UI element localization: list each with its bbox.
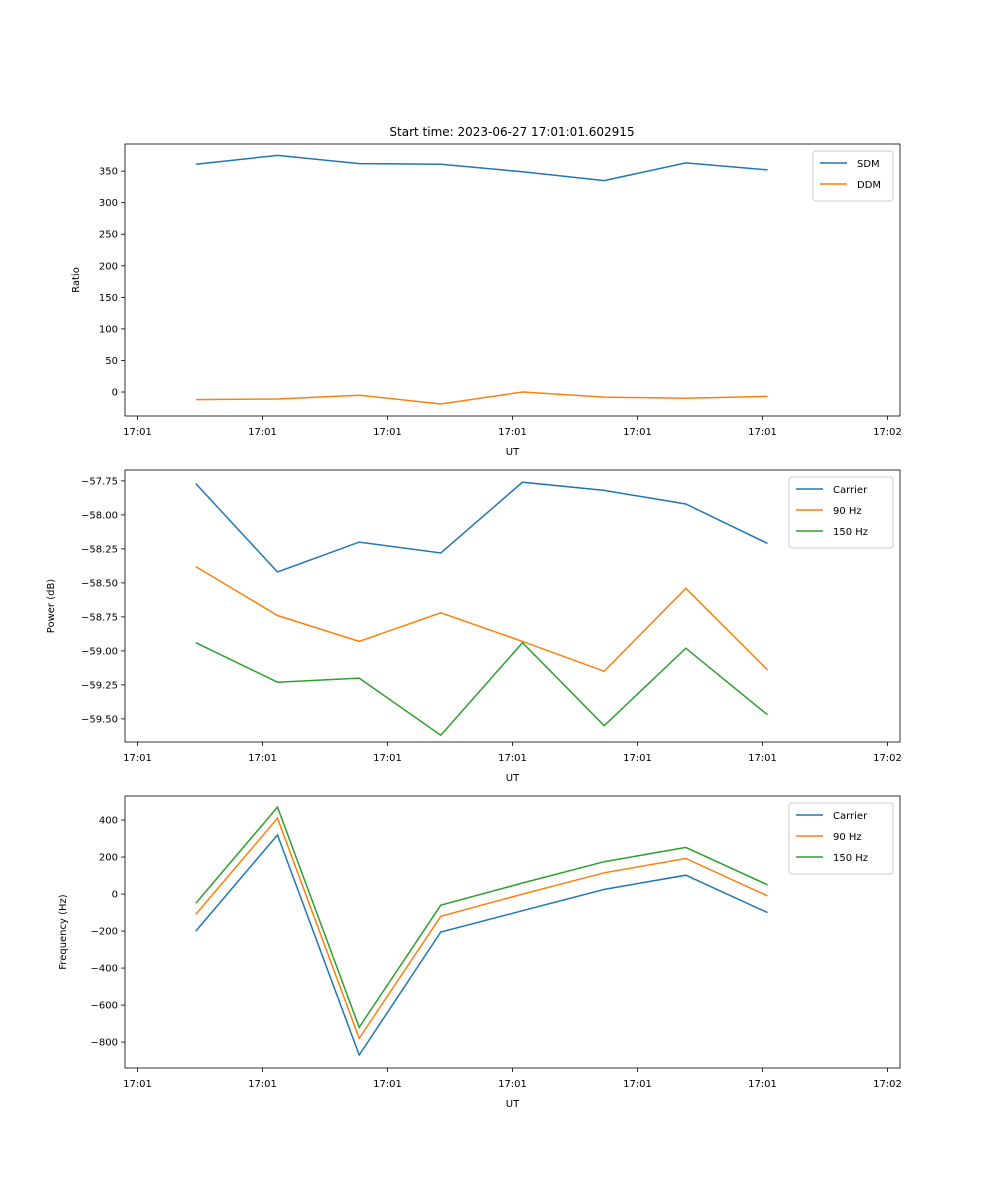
- y-tick-label: 0: [112, 890, 118, 901]
- legend: SDM DDM: [812, 150, 894, 202]
- panel-power: 17:01 17:01 17:01 17:01 17:01 17:01 17:02 −57.7…: [46, 469, 902, 784]
- legend-label: 150 Hz: [833, 853, 868, 864]
- y-tick-label: −200: [91, 927, 118, 938]
- legend-label: 150 Hz: [833, 527, 868, 538]
- series-line-ddm: [195, 391, 768, 405]
- y-tick-label: 50: [105, 356, 118, 367]
- x-tick-label: 17:01: [623, 1079, 652, 1090]
- x-tick-label: 17:02: [873, 1079, 902, 1090]
- x-tick-label: 17:01: [623, 753, 652, 764]
- series-line-carrier: [195, 481, 768, 573]
- x-tick-label: 17:01: [748, 753, 777, 764]
- figure-title: Start time: 2023-06-27 17:01:01.602915: [389, 125, 634, 139]
- legend-label: SDM: [857, 159, 880, 170]
- y-tick-label: −58.00: [81, 510, 118, 521]
- series-line-150-hz: [195, 805, 768, 1029]
- legend-label: Carrier: [833, 811, 868, 822]
- y-tick-label: −59.25: [81, 680, 118, 691]
- y-tick-label: −400: [91, 964, 118, 975]
- axes-frame: [124, 143, 901, 417]
- y-tick-label: 100: [99, 324, 118, 335]
- x-axis-label: UT: [506, 773, 520, 784]
- panel-frequency: 17:01 17:01 17:01 17:01 17:01 17:01 17:02 400 20…: [58, 795, 902, 1110]
- x-tick-label: 17:01: [498, 1079, 527, 1090]
- x-tick-label: 17:01: [123, 753, 152, 764]
- x-tick-label: 17:02: [873, 753, 902, 764]
- y-tick-label: 400: [99, 816, 118, 827]
- legend-label: DDM: [857, 180, 881, 191]
- y-tick-label: −59.00: [81, 646, 118, 657]
- y-tick-label: 0: [112, 388, 118, 399]
- x-axis-label: UT: [506, 447, 520, 458]
- x-axis-label: UT: [506, 1099, 520, 1110]
- x-tick-label: 17:01: [248, 1079, 277, 1090]
- x-tick-label: 17:02: [873, 427, 902, 438]
- legend: Carrier 90 Hz 150 Hz: [788, 476, 894, 549]
- y-tick-label: 200: [99, 853, 118, 864]
- series-line-90-hz: [195, 816, 768, 1041]
- y-axis-label: Ratio: [71, 267, 82, 293]
- legend-box: [812, 150, 894, 202]
- series-line-sdm: [195, 154, 768, 182]
- x-tick-label: 17:01: [123, 1079, 152, 1090]
- panel-ratio: 17:01 17:01 17:01 17:01 17:01 17:01 17:02 0 50 10…: [71, 143, 902, 458]
- y-tick-label: 300: [99, 198, 118, 209]
- series-line-carrier: [195, 833, 768, 1057]
- x-tick-label: 17:01: [498, 753, 527, 764]
- x-tick-label: 17:01: [123, 427, 152, 438]
- y-tick-label: −58.75: [81, 612, 118, 623]
- y-tick-label: 150: [99, 293, 118, 304]
- y-axis-label: Power (dB): [46, 579, 57, 634]
- axes-frame: [124, 469, 901, 743]
- y-tick-label: −58.25: [81, 544, 118, 555]
- x-tick-label: 17:01: [748, 1079, 777, 1090]
- x-tick-label: 17:01: [373, 427, 402, 438]
- legend: Carrier 90 Hz 150 Hz: [788, 802, 894, 875]
- series-line-150-hz: [195, 641, 768, 737]
- y-tick-label: 200: [99, 261, 118, 272]
- y-tick-label: 350: [99, 167, 118, 178]
- x-tick-label: 17:01: [248, 427, 277, 438]
- y-axis-label: Frequency (Hz): [58, 894, 69, 970]
- axes-frame: [124, 795, 901, 1069]
- legend-label: Carrier: [833, 485, 868, 496]
- x-tick-label: 17:01: [623, 427, 652, 438]
- x-tick-label: 17:01: [498, 427, 527, 438]
- y-tick-label: −600: [91, 1001, 118, 1012]
- legend-label: 90 Hz: [833, 832, 862, 843]
- x-tick-label: 17:01: [373, 1079, 402, 1090]
- series-line-90-hz: [195, 565, 769, 673]
- y-tick-label: −57.75: [81, 476, 118, 487]
- y-tick-label: −800: [91, 1038, 118, 1049]
- y-tick-label: 250: [99, 230, 118, 241]
- legend-label: 90 Hz: [833, 506, 862, 517]
- x-tick-label: 17:01: [748, 427, 777, 438]
- y-tick-label: −58.50: [81, 578, 118, 589]
- x-tick-label: 17:01: [373, 753, 402, 764]
- x-tick-label: 17:01: [248, 753, 277, 764]
- y-tick-label: −59.50: [81, 714, 118, 725]
